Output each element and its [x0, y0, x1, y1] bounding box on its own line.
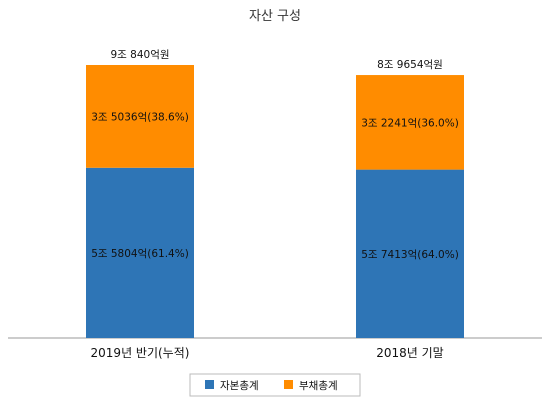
- bars-layer: 5조 5804억(61.4%) 3조 5036억(38.6%) 9조 840억원 5조…: [86, 49, 464, 338]
- data-label-equity-0: 5조 5804억(61.4%): [91, 248, 189, 260]
- category-labels: 2019년 반기(누적) 2018년 기말: [91, 346, 444, 360]
- legend-label-liability: 부채총계: [299, 380, 338, 392]
- category-label-0: 2019년 반기(누적): [91, 346, 190, 360]
- bar-equity-1: [356, 169, 464, 338]
- total-label-1: 8조 9654억원: [377, 59, 443, 71]
- legend: 자본총계 부채총계: [189, 373, 361, 397]
- legend-swatch-liability: [284, 380, 293, 389]
- legend-frame: [189, 373, 361, 397]
- data-label-liability-1: 3조 2241억(36.0%): [361, 117, 459, 129]
- total-label-0: 9조 840억원: [110, 49, 169, 61]
- legend-label-equity: 자본총계: [220, 380, 259, 392]
- bar-liability-0: [86, 65, 194, 168]
- data-label-equity-1: 5조 7413억(64.0%): [361, 249, 459, 261]
- category-label-1: 2018년 기말: [376, 346, 443, 360]
- bar-liability-1: [356, 75, 464, 170]
- bar-equity-0: [86, 167, 194, 338]
- data-label-liability-0: 3조 5036억(38.6%): [91, 111, 189, 123]
- legend-swatch-equity: [205, 380, 214, 389]
- chart-title: 자산 구성: [249, 9, 301, 24]
